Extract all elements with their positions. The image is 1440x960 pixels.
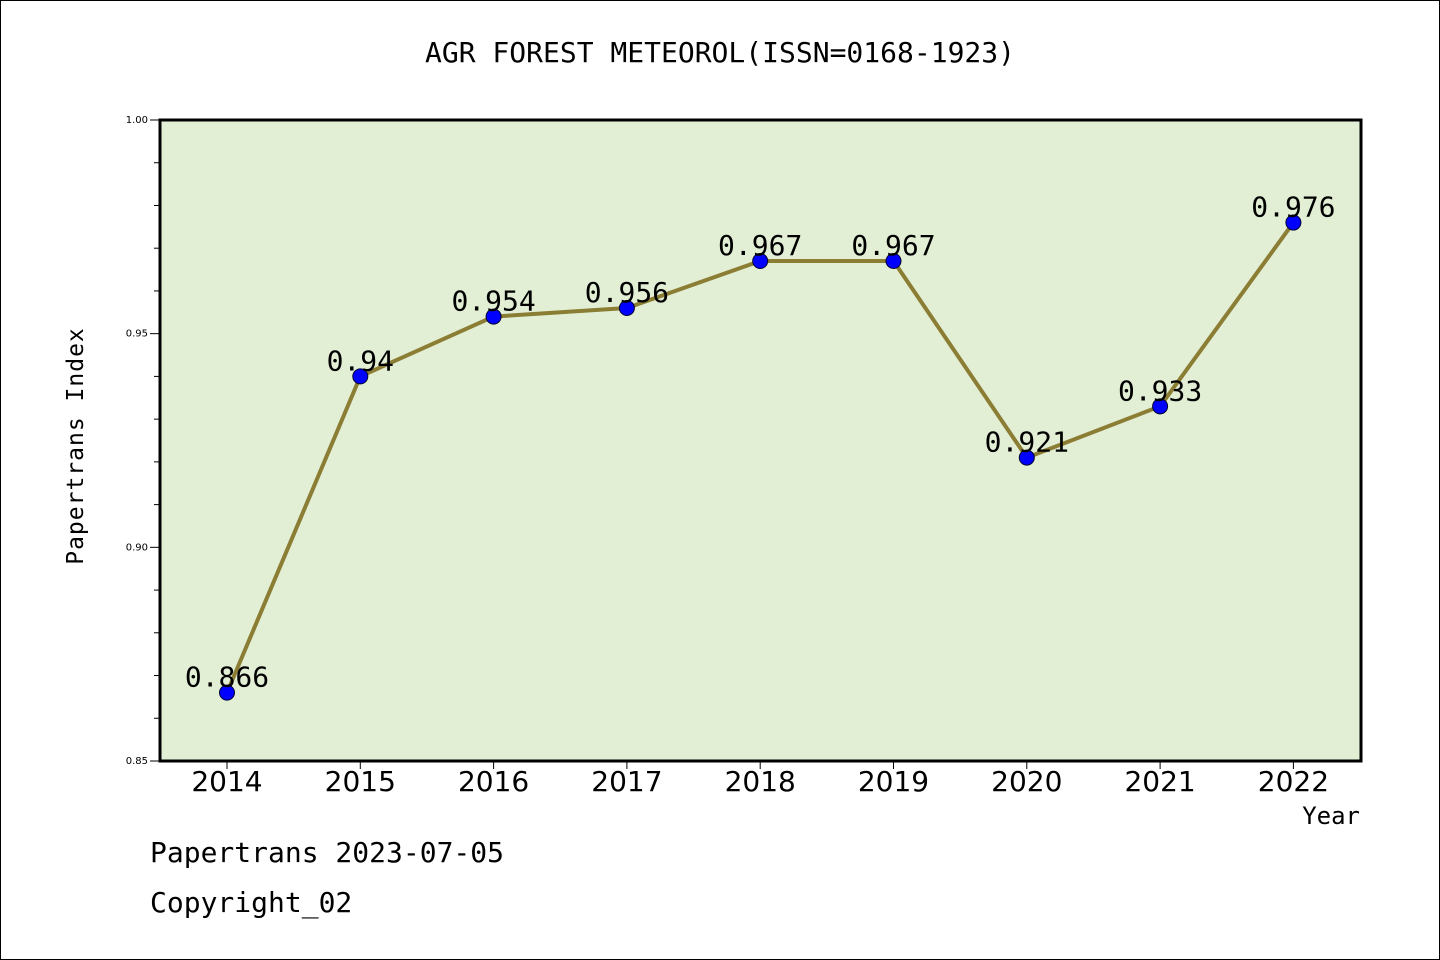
series-group [219, 214, 1302, 701]
data-point [885, 253, 902, 270]
footer-date: Papertrans 2023-07-05 [150, 836, 505, 869]
plot-area [158, 118, 1363, 763]
data-point [618, 300, 635, 317]
data-point [352, 368, 369, 385]
data-point [485, 308, 502, 325]
y-tick-label: 0.95 [126, 329, 148, 340]
y-tick-label: 1.00 [126, 115, 148, 126]
x-tick-label: 2017 [591, 765, 662, 798]
data-point [1152, 398, 1169, 415]
x-tick-label: 2014 [191, 765, 262, 798]
data-labels-group: 0.866 0.94 0.954 0.956 0.967 0.967 0.921 0.933 0… [185, 191, 1336, 694]
data-label: 0.94 [327, 344, 394, 377]
x-tick-label: 2020 [991, 765, 1062, 798]
data-label: 0.921 [985, 426, 1069, 459]
x-axis: 2014 2015 2016 2017 2018 2019 2020 2021 2022 [191, 761, 1329, 798]
data-label: 0.933 [1118, 374, 1202, 407]
x-axis-title: Year [1302, 802, 1360, 830]
x-tick-label: 2018 [725, 765, 796, 798]
y-tick-label: 0.90 [126, 542, 148, 553]
data-point [1285, 214, 1302, 231]
x-tick-label: 2019 [858, 765, 929, 798]
x-tick-label: 2015 [325, 765, 396, 798]
footer-copyright: Copyright_02 [150, 886, 353, 919]
data-label: 0.967 [718, 229, 802, 262]
data-label: 0.976 [1251, 191, 1335, 224]
y-axis: 0.85 0.90 0.95 1.00 [126, 115, 160, 767]
y-tick-label: 0.85 [126, 756, 148, 767]
x-tick-label: 2016 [458, 765, 529, 798]
y-axis-title: Papertrans Index [63, 327, 89, 565]
data-point [219, 684, 235, 701]
chart-title: AGR FOREST METEOROL(ISSN=0168-1923) [424, 36, 1015, 69]
data-point [1018, 449, 1035, 466]
data-label: 0.967 [851, 229, 935, 262]
x-tick-label: 2021 [1124, 765, 1195, 798]
data-label: 0.954 [451, 285, 535, 318]
data-label: 0.956 [585, 276, 669, 309]
data-point [752, 253, 769, 270]
x-tick-label: 2022 [1258, 765, 1329, 798]
data-label: 0.866 [185, 661, 269, 694]
